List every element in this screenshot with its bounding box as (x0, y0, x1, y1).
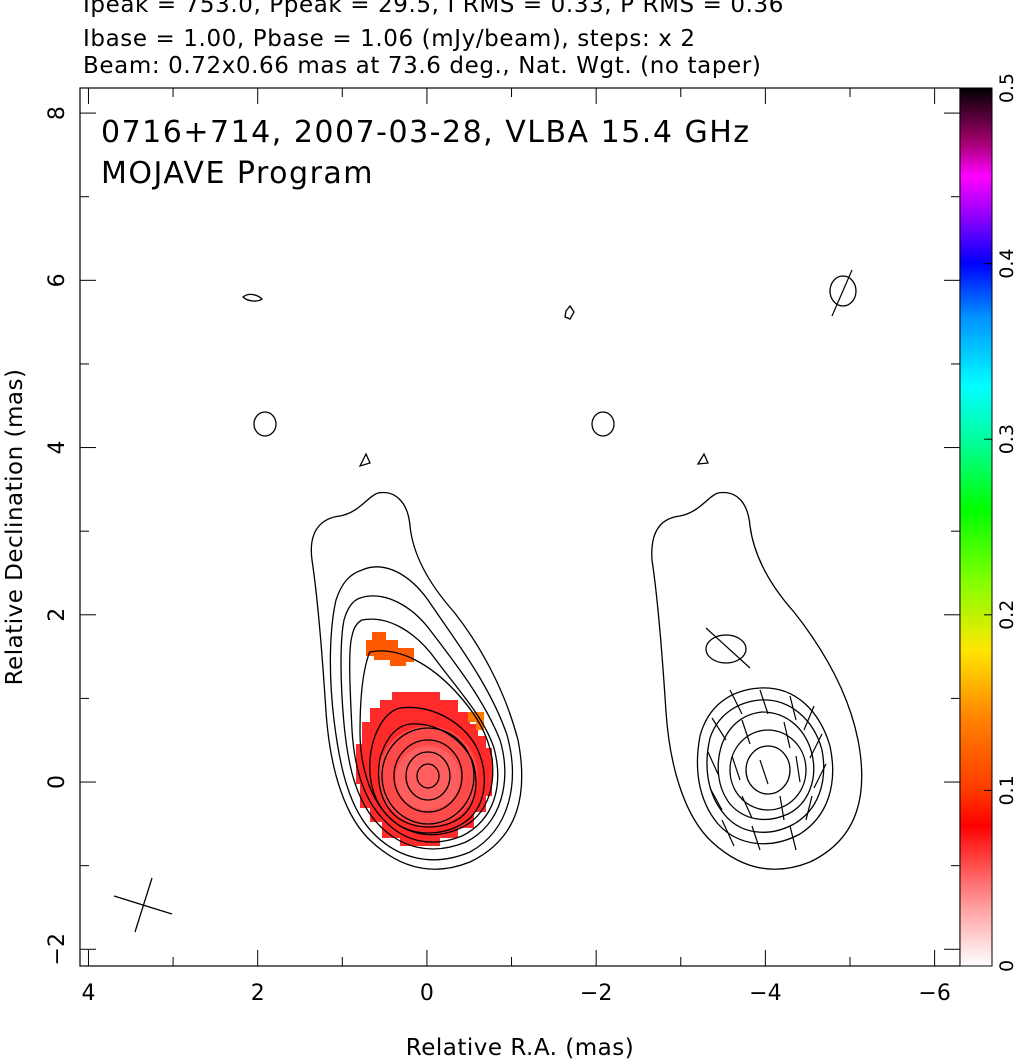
x-tick-label: 4 (81, 981, 95, 1006)
evpa-vector (731, 755, 741, 781)
pnoise-blob-2 (591, 411, 615, 437)
evpa-vector (789, 695, 797, 721)
evpa-vector (783, 721, 791, 749)
y-tick-label: 0 (45, 775, 70, 789)
colorbar-tick-label: 0.5 (996, 73, 1018, 103)
evpa-vector (789, 825, 797, 851)
axis-tick-labels: 4 2 0 −2 −4 −6 −2 0 2 4 6 8 (45, 106, 951, 1006)
header-line-1: Ipeak = 753.0, Ppeak = 29.5, I RMS = 0.3… (83, 0, 785, 18)
colorbar-ticks: 0 0.1 0.2 0.3 0.4 0.5 (984, 73, 1018, 972)
colorbar-tick-label: 0.3 (996, 424, 1018, 454)
x-tick-label: −4 (749, 981, 781, 1006)
evpa-vector (707, 751, 719, 775)
evpa-vector (729, 689, 743, 715)
left-contours (242, 293, 523, 870)
evpa-vector (711, 717, 727, 741)
header-line-3: Beam: 0.72x0.66 mas at 73.6 deg., Nat. W… (83, 53, 762, 79)
pcontour-level-6 (745, 745, 791, 795)
colorbar-tick-label: 0 (996, 960, 1018, 972)
pnoise-blob-5 (705, 634, 747, 664)
y-tick-label: 4 (45, 441, 70, 455)
fracpol-upper-patch (366, 632, 414, 666)
y-tick-label: 2 (45, 608, 70, 622)
colorbar-tick-label: 0.4 (996, 248, 1018, 278)
pcontour-level-2 (696, 687, 834, 845)
chart-title: 0716+714, 2007-03-28, VLBA 15.4 GHz (101, 115, 751, 150)
pcontour-level-1 (651, 491, 863, 870)
y-tick-label: −2 (45, 933, 70, 965)
pcontour-level-5 (729, 729, 807, 811)
y-axis-label: Relative Declination (mas) (2, 369, 28, 686)
contour-level-5 (359, 650, 494, 836)
pnoise-blob-3 (696, 452, 709, 465)
evpa-vector (709, 787, 723, 811)
contour-level-3 (340, 595, 506, 850)
contour-level-6 (369, 706, 485, 834)
y-tick-label: 8 (45, 106, 70, 120)
colorbar (959, 87, 993, 967)
colorbar-tick-label: 0.2 (996, 600, 1018, 630)
contour-level-9 (393, 739, 463, 813)
right-contours (564, 275, 863, 870)
x-tick-label: 2 (251, 981, 265, 1006)
pnoise-blob-4 (829, 275, 857, 307)
pcontour-level-4 (717, 711, 815, 821)
evpa-vector (805, 795, 813, 821)
plot-frame (79, 87, 961, 967)
evpa-vector (705, 627, 751, 669)
y-tick-label: 6 (45, 273, 70, 287)
contour-level-4 (349, 618, 499, 843)
axis-ticks (80, 88, 960, 966)
evpa-vector (759, 759, 769, 785)
evpa-vector (813, 763, 827, 789)
pnoise-blob-1 (564, 304, 575, 320)
evpa-vectors (705, 269, 853, 851)
noise-blob-2 (253, 411, 277, 437)
evpa-vector (779, 795, 785, 821)
evpa-vector (741, 719, 751, 745)
evpa-vector (809, 733, 823, 759)
evpa-vector (751, 825, 761, 851)
evpa-vector (741, 795, 753, 819)
evpa-vector (795, 755, 801, 783)
contour-level-11 (416, 763, 440, 789)
contour-level-8 (381, 727, 475, 825)
fracpol-core-center (396, 746, 460, 810)
contour-level-1 (310, 491, 523, 870)
x-axis-label: Relative R.A. (mas) (406, 1035, 634, 1060)
header-line-2: Ibase = 1.00, Pbase = 1.06 (mJy/beam), s… (83, 26, 696, 52)
contour-level-2 (329, 566, 513, 861)
chart-subtitle: MOJAVE Program (101, 156, 374, 191)
beam-marker (113, 877, 173, 933)
x-tick-label: 0 (420, 981, 434, 1006)
evpa-vector (759, 689, 769, 715)
noise-blob-1 (242, 293, 263, 302)
evpa-vector (803, 705, 815, 731)
x-tick-label: −2 (580, 981, 612, 1006)
contour-level-10 (405, 751, 451, 801)
noise-blob-3 (358, 452, 371, 468)
evpa-vector (721, 819, 735, 847)
x-tick-label: −6 (918, 981, 950, 1006)
evpa-vector (831, 269, 853, 317)
colorbar-tick-label: 0.1 (996, 775, 1018, 805)
